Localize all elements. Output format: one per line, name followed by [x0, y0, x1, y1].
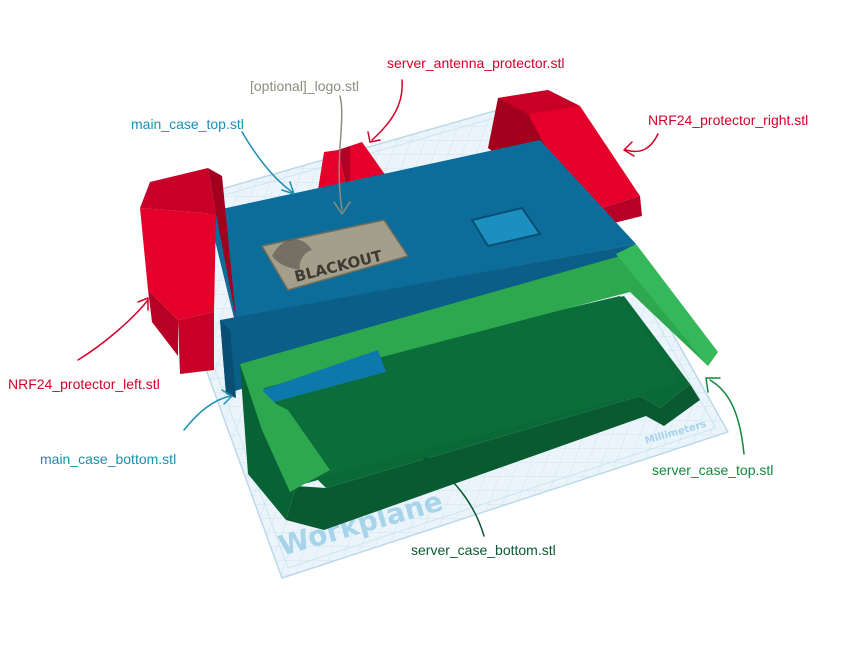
arrow-optional-logo — [333, 95, 351, 215]
server-antenna-protector — [318, 142, 386, 190]
annotation-arrows — [77, 79, 745, 537]
label-optional-logo: [optional]_logo.stl — [250, 78, 359, 94]
arrow-server-antenna-protector — [367, 79, 403, 143]
server-case — [240, 244, 718, 530]
label-server-case-top: server_case_top.stl — [652, 462, 774, 478]
arrow-main-case-bottom — [183, 389, 233, 431]
label-server-antenna-protector: server_antenna_protector.stl — [387, 55, 565, 71]
label-nrf24-protector-left: NRF24_protector_left.stl — [8, 376, 160, 392]
label-main-case-top: main_case_top.stl — [131, 116, 244, 132]
label-server-case-bottom: server_case_bottom.stl — [411, 542, 556, 558]
arrow-server-case-top — [705, 377, 745, 455]
nrf24-protector-left — [140, 168, 236, 374]
arrow-nrf24-protector-right — [623, 133, 659, 157]
label-main-case-bottom: main_case_bottom.stl — [40, 451, 177, 467]
label-nrf24-protector-right: NRF24_protector_right.stl — [648, 112, 809, 128]
arrow-nrf24-protector-left — [77, 297, 149, 361]
arrow-main-case-top — [241, 131, 295, 195]
arrow-server-case-bottom — [423, 457, 485, 537]
